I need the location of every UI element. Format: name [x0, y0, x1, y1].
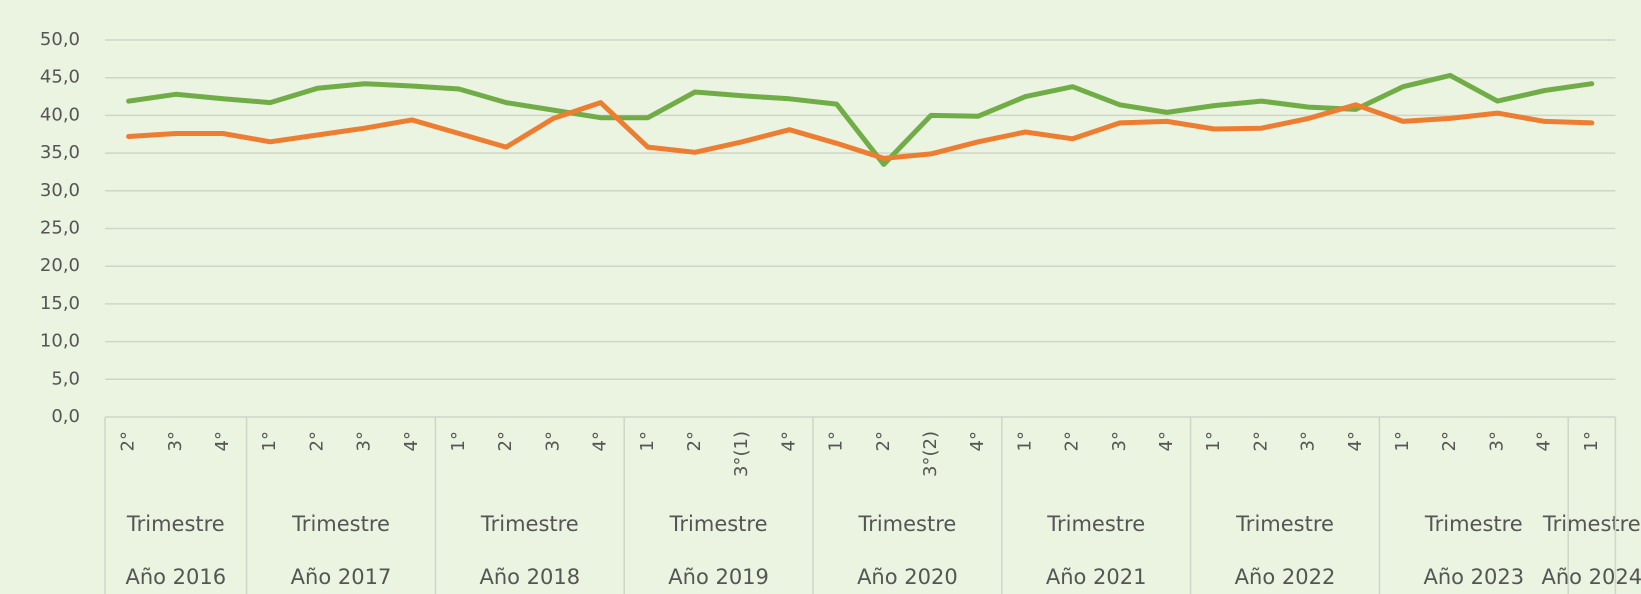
x-tick-label: 3°: [542, 431, 563, 451]
x-tick-label: 1°: [1203, 431, 1224, 451]
group-sublabel: Trimestre: [1046, 512, 1145, 536]
y-tick-label: 25,0: [40, 218, 80, 239]
x-tick-label: 2°: [1439, 431, 1460, 451]
group-sublabel: Trimestre: [1542, 512, 1641, 536]
y-tick-label: 35,0: [40, 142, 80, 163]
y-tick-label: 20,0: [40, 255, 80, 276]
series-line: [126, 100, 1595, 161]
group-sublabel: Trimestre: [1424, 512, 1523, 536]
group-sublabel: Trimestre: [669, 512, 768, 536]
x-tick-label: 1°: [826, 431, 847, 451]
x-tick-label: 3°(1): [731, 431, 752, 477]
x-tick-label: 2°: [873, 431, 894, 451]
x-tick-label: 2°: [118, 431, 139, 451]
group-label: Año 2019: [668, 565, 769, 589]
x-tick-label: 3°: [1298, 431, 1319, 451]
group-label: Año 2017: [291, 565, 392, 589]
group-sublabel: Trimestre: [480, 512, 579, 536]
x-tick-label: 1°: [259, 431, 280, 451]
y-tick-label: 40,0: [40, 104, 80, 125]
y-tick-label: 15,0: [40, 293, 80, 314]
group-sublabel: Trimestre: [857, 512, 956, 536]
x-tick-label: 4°: [1156, 431, 1177, 451]
x-tick-label: 2°: [684, 431, 705, 451]
group-label: Año 2024: [1541, 565, 1641, 589]
y-tick-label: 10,0: [40, 331, 80, 352]
group-label: Año 2021: [1046, 565, 1147, 589]
x-tick-label: 2°: [306, 431, 327, 451]
x-tick-label: 4°: [212, 431, 233, 451]
x-tick-label: 3°: [354, 431, 375, 451]
x-tick-label: 2°: [1250, 431, 1271, 451]
x-tick-label: 4°: [778, 431, 799, 451]
group-label: Año 2020: [857, 565, 958, 589]
x-tick-label: 4°: [590, 431, 611, 451]
group-label: Año 2023: [1423, 565, 1524, 589]
x-tick-label: 3°: [1109, 431, 1130, 451]
x-tick-label: 1°: [1014, 431, 1035, 451]
y-tick-label: 5,0: [51, 368, 80, 389]
y-tick-label: 50,0: [40, 29, 80, 50]
x-tick-label: 4°: [1345, 431, 1366, 451]
group-sublabel: Trimestre: [1235, 512, 1334, 536]
x-tick-label: 2°: [1062, 431, 1083, 451]
group-label: Año 2016: [125, 565, 226, 589]
x-tick-label: 1°: [637, 431, 658, 451]
group-sublabel: Trimestre: [291, 512, 390, 536]
x-tick-label: 3°: [1486, 431, 1507, 451]
x-tick-label: 3°: [165, 431, 186, 451]
group-label: Año 2022: [1235, 565, 1336, 589]
x-tick-label: 1°: [1392, 431, 1413, 451]
x-tick-label: 1°: [1581, 431, 1602, 451]
x-tick-label: 1°: [448, 431, 469, 451]
x-tick-label: 4°: [1534, 431, 1555, 451]
group-sublabel: Trimestre: [126, 512, 225, 536]
x-tick-label: 3°(2): [920, 431, 941, 477]
y-tick-label: 0,0: [51, 406, 80, 427]
x-tick-label: 4°: [967, 431, 988, 451]
x-tick-label: 4°: [401, 431, 422, 451]
y-tick-label: 30,0: [40, 180, 80, 201]
group-label: Año 2018: [479, 565, 580, 589]
y-tick-label: 45,0: [40, 67, 80, 88]
x-tick-label: 2°: [495, 431, 516, 451]
